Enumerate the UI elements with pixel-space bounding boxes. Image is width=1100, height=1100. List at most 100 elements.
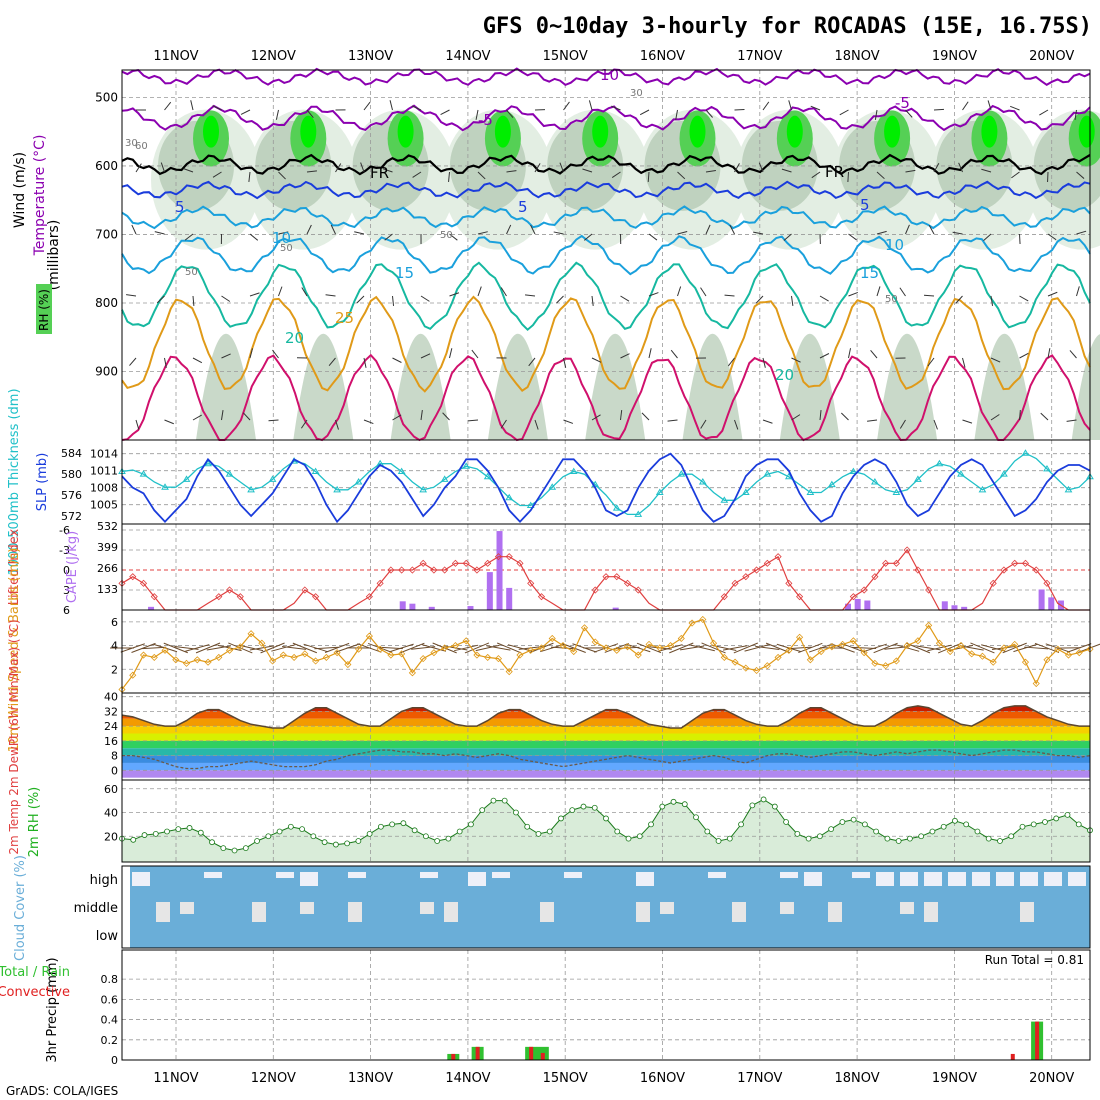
cape-bar: [496, 531, 503, 610]
wind-barb: [675, 109, 678, 120]
cloud-high-cell: [996, 872, 1014, 886]
wind-barb: [791, 414, 801, 421]
li-marker: [742, 573, 750, 581]
slp-tick: 1011: [90, 465, 118, 478]
wind-barb: [762, 419, 773, 424]
wind-barb-10m: [314, 646, 339, 650]
contour-label: 10: [885, 236, 904, 254]
wind-barb-10m: [324, 642, 350, 653]
wind-speed-marker: [1000, 644, 1008, 652]
wind-speed-marker: [505, 668, 513, 676]
rh-marker: [501, 797, 508, 804]
wind-barb: [306, 170, 317, 173]
contour-label: 10: [272, 229, 291, 247]
temperature-contour: [121, 353, 1091, 442]
wind-barb: [841, 412, 849, 421]
wind-speed-marker: [204, 658, 212, 666]
thickness-marker: [1064, 485, 1073, 493]
panel-frame: [121, 865, 1091, 949]
thickness-marker: [569, 467, 578, 475]
wind-barb: [477, 231, 488, 235]
wind-speed-marker: [731, 658, 739, 666]
wind-barb-10m: [916, 645, 941, 651]
rh-marker: [805, 835, 812, 842]
rh-marker: [738, 821, 744, 828]
wind-barb: [392, 414, 402, 421]
rh-marker: [355, 838, 362, 844]
day-label-bottom: 18NOV: [835, 1071, 880, 1086]
wind-barb: [762, 357, 766, 368]
rh-marker: [456, 828, 463, 835]
wind-barb-10m: [895, 644, 920, 652]
temp-color-band: [122, 762, 1090, 771]
precip-axis-label: 3hr Precip (mm): [45, 957, 60, 1062]
wind-speed-marker: [946, 647, 954, 656]
wind-speed-marker: [484, 653, 492, 661]
wind-barb-10m: [497, 642, 522, 654]
wind-barb: [1040, 412, 1049, 421]
day-label-top: 13NOV: [348, 49, 393, 64]
wind-barb: [1011, 171, 1020, 179]
thickness-marker: [871, 478, 879, 485]
wind-barb: [755, 295, 764, 304]
rh-marker: [895, 838, 902, 844]
cloud-level-label: middle: [74, 901, 118, 916]
cloud-high-cell: [468, 872, 486, 886]
li-marker: [914, 566, 922, 574]
temp-color-band: [122, 740, 1090, 749]
thickness-marker: [720, 496, 729, 503]
wind-barb: [848, 291, 859, 297]
thickness-marker: [914, 475, 922, 482]
wind-barb-10m: [249, 645, 274, 651]
temp-tick: 8: [111, 750, 118, 763]
rh-band-low: [877, 333, 938, 440]
cloud-high-cell: [1068, 872, 1086, 886]
wind-speed-marker: [1043, 656, 1051, 664]
contour-label: 30: [630, 88, 643, 99]
thickness-marker: [806, 488, 815, 495]
wind-barb: [506, 109, 514, 118]
wind-tick: 4: [111, 640, 118, 653]
contour-label: 50: [440, 230, 453, 241]
wind-speed-marker: [139, 651, 148, 659]
precip-convective-bar: [451, 1053, 456, 1060]
wind-speed-marker: [623, 643, 632, 651]
wind-speed-marker: [892, 657, 900, 665]
temp-color-band: [122, 726, 1090, 734]
rh-band: [884, 115, 901, 148]
rh-marker: [535, 830, 542, 837]
li-marker: [882, 559, 890, 567]
wind-barb: [184, 233, 194, 241]
wind-speed-marker: [398, 650, 406, 658]
li-marker: [484, 559, 492, 567]
wind-barb-10m: [185, 644, 210, 652]
dewpoint-line: [122, 749, 1091, 770]
wind-speed-marker: [688, 619, 696, 627]
wind-barb: [1076, 286, 1080, 297]
wind-speed-line: [121, 618, 1091, 690]
rh-marker: [366, 830, 373, 837]
wind-barb: [363, 357, 367, 368]
thickness-marker: [225, 470, 234, 477]
li-tick: -3: [59, 544, 70, 557]
rh-band: [981, 115, 998, 148]
day-label-bottom: 11NOV: [153, 1071, 198, 1086]
wind-speed-marker: [785, 646, 793, 654]
pressure-tick: 700: [95, 227, 118, 241]
wind-speed-marker: [709, 639, 718, 647]
wind-speed-marker: [129, 671, 137, 679]
thickness-marker: [182, 475, 191, 482]
pressure-tick: 900: [95, 364, 118, 378]
wind-barb: [248, 171, 251, 182]
wind-barb: [301, 287, 308, 297]
wind-barb: [249, 292, 260, 297]
temp-color-band: [122, 770, 1090, 778]
wind-speed-marker: [301, 650, 309, 658]
wind-speed-marker: [753, 666, 761, 675]
temp-tick: 32: [104, 705, 118, 718]
thickness-marker: [698, 478, 707, 485]
wind-barb: [300, 419, 308, 429]
rh-tick: 40: [104, 807, 118, 820]
li-marker: [849, 593, 857, 601]
